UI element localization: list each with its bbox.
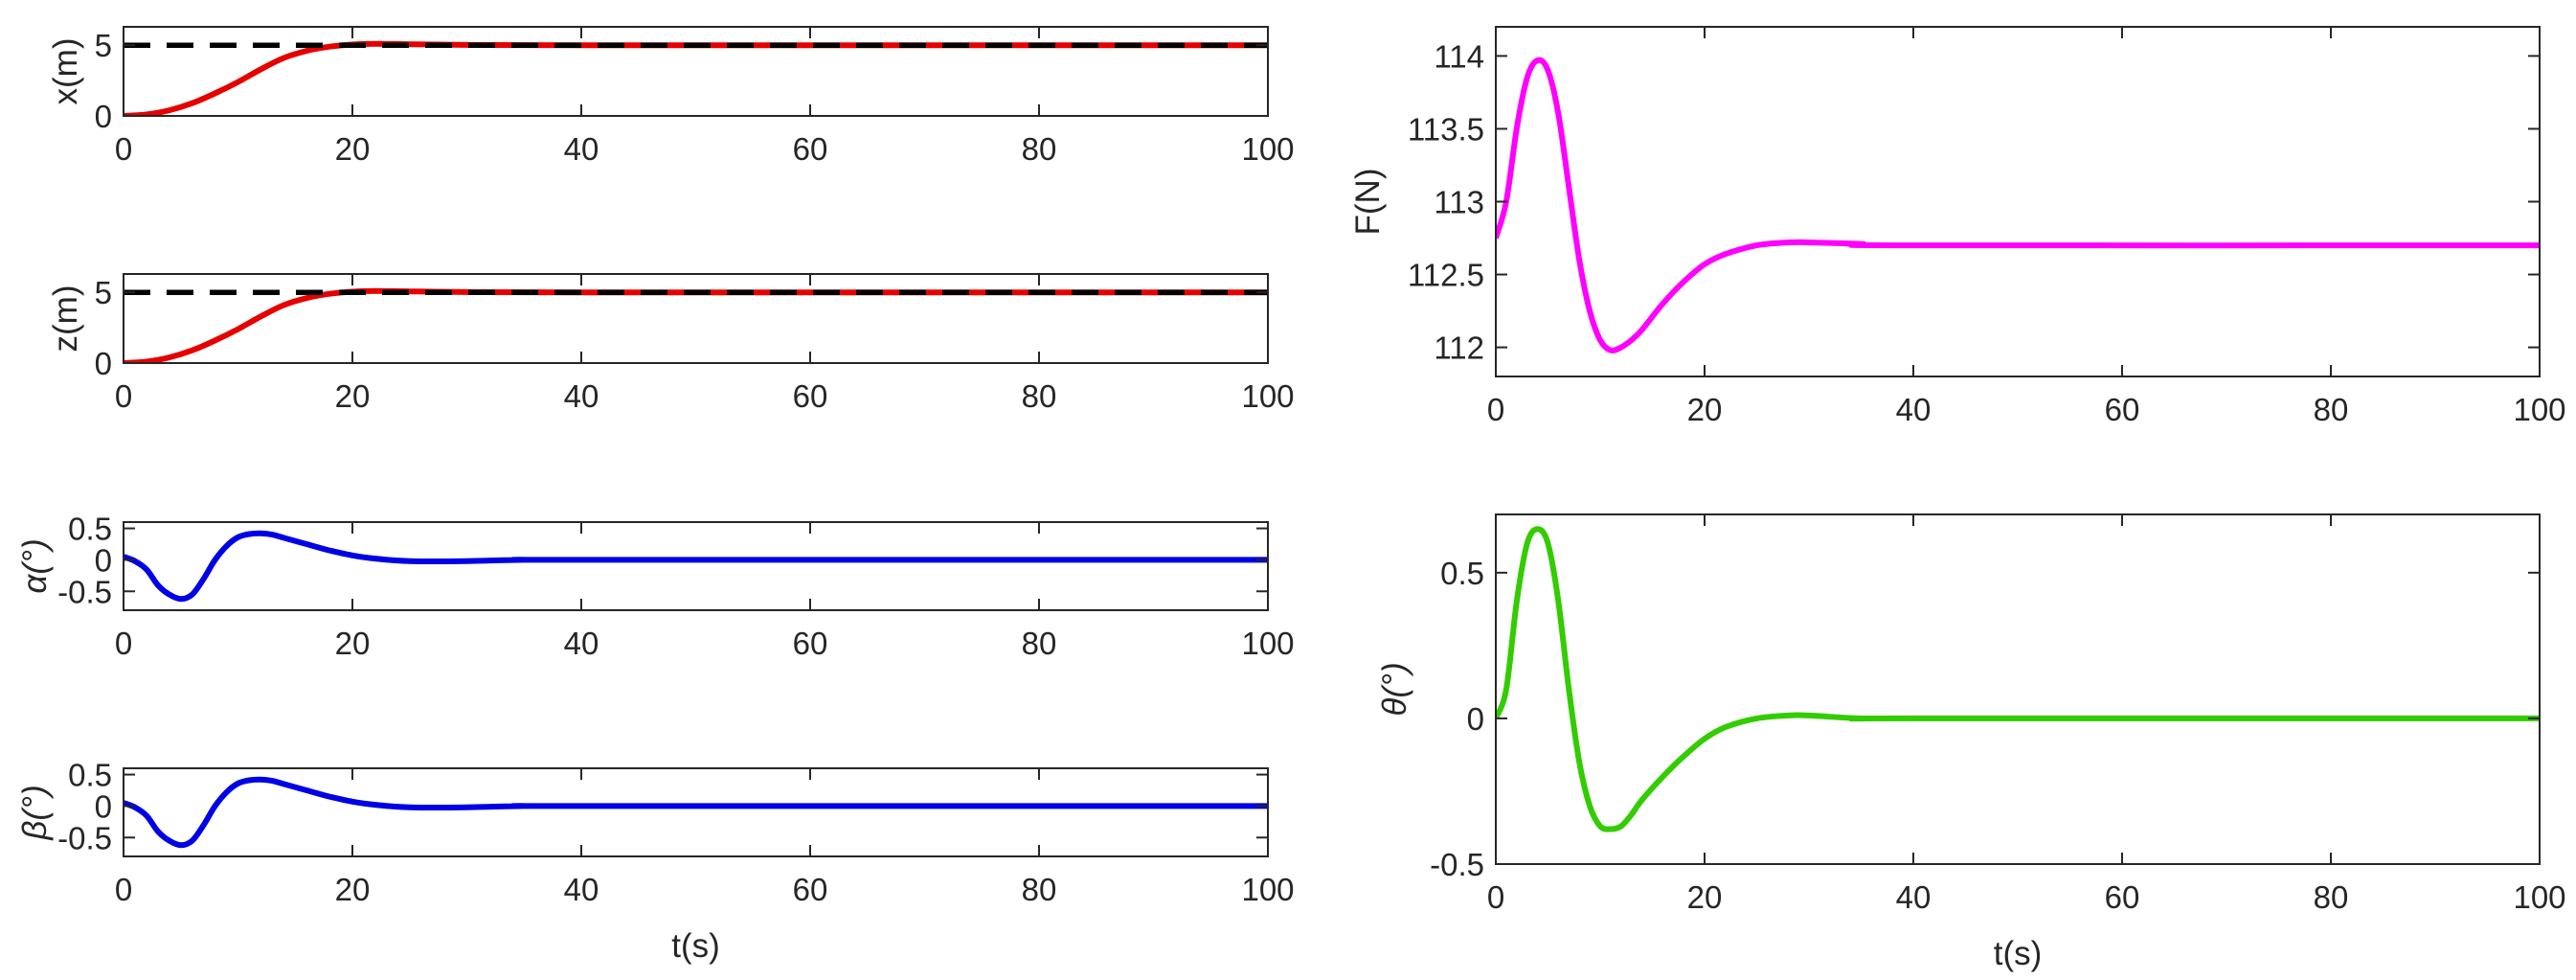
x-tick-label-theta: 0 <box>1487 879 1504 915</box>
x-tick-label-x: 80 <box>1022 131 1057 167</box>
y-tick-label-theta: 0 <box>1467 701 1484 737</box>
series-line-F-F <box>1496 57 2540 353</box>
series-line-theta-theta <box>1496 526 2540 832</box>
x-axis-label-theta: t(s) <box>1994 935 2043 972</box>
y-tick-label-x: 5 <box>95 28 112 63</box>
subplot-x: 0 20 40 60 80 100 0 5 x(m) <box>47 26 1295 167</box>
y-axis-label-F: F(N) <box>1349 169 1387 236</box>
y-axis-label-alpha: α(°) <box>16 538 54 593</box>
x-tick-label-x: 40 <box>564 131 599 167</box>
y-tick-label-F: 114 <box>1434 38 1484 74</box>
x-tick-label-theta: 60 <box>2105 879 2140 915</box>
y-tick-label-z: 5 <box>95 275 112 310</box>
x-tick-label-theta: 80 <box>2314 879 2349 915</box>
x-tick-label-alpha: 100 <box>1241 626 1294 661</box>
axes-box-theta <box>1495 513 2541 865</box>
x-tick-label-z: 100 <box>1241 378 1294 414</box>
subplot-F: 0 20 40 60 80 100 112 112.5 113 113.5 114 F(N) <box>1349 26 2566 427</box>
axes-box-z <box>123 273 1269 364</box>
x-tick-label-alpha: 20 <box>335 626 371 661</box>
subplots: 0 20 40 60 80 100 0 5 x(m) 0 20 40 60 80 100 0 5 z(m) 0 20 4… <box>16 26 2566 972</box>
y-tick-label-theta: -0.5 <box>1430 847 1484 882</box>
y-tick-label-alpha: 0.5 <box>68 512 112 547</box>
x-tick-label-beta: 0 <box>115 872 132 907</box>
x-tick-label-F: 0 <box>1487 392 1504 427</box>
axes-box-beta <box>123 767 1269 857</box>
x-tick-label-beta: 40 <box>564 872 599 907</box>
x-tick-label-z: 0 <box>115 378 132 414</box>
y-tick-label-beta: 0.5 <box>68 758 112 793</box>
x-tick-label-beta: 100 <box>1241 872 1294 907</box>
x-tick-label-z: 60 <box>793 378 828 414</box>
x-tick-label-beta: 60 <box>793 872 828 907</box>
y-tick-label-beta: -0.5 <box>57 820 112 855</box>
x-tick-label-alpha: 60 <box>793 626 828 661</box>
series-line-beta-beta <box>124 776 1268 849</box>
y-tick-label-x: 0 <box>95 99 112 134</box>
x-tick-label-x: 20 <box>335 131 371 167</box>
y-axis-label-beta: β(°) <box>16 785 54 840</box>
y-axis-label-z: z(m) <box>47 285 84 353</box>
y-tick-label-theta: 0.5 <box>1440 556 1484 591</box>
x-tick-label-z: 20 <box>335 378 371 414</box>
x-tick-label-x: 0 <box>115 131 132 167</box>
axes-box-x <box>123 26 1269 117</box>
y-axis-label-theta: θ(°) <box>1376 662 1413 716</box>
x-tick-label-z: 40 <box>564 378 599 414</box>
x-tick-label-beta: 20 <box>335 872 371 907</box>
y-tick-label-F: 113 <box>1434 185 1484 220</box>
x-tick-label-x: 60 <box>793 131 828 167</box>
x-tick-label-F: 40 <box>1896 392 1932 427</box>
x-tick-label-alpha: 80 <box>1022 626 1057 661</box>
x-tick-label-beta: 80 <box>1022 872 1057 907</box>
y-tick-label-F: 112.5 <box>1408 258 1484 293</box>
y-tick-label-alpha: -0.5 <box>57 574 112 609</box>
x-tick-label-theta: 40 <box>1896 879 1932 915</box>
subplot-z: 0 20 40 60 80 100 0 5 z(m) <box>47 273 1295 414</box>
y-axis-label-x: x(m) <box>47 38 84 105</box>
x-tick-label-F: 60 <box>2105 392 2140 427</box>
x-tick-label-F: 80 <box>2314 392 2349 427</box>
y-tick-label-F: 112 <box>1434 330 1484 366</box>
y-tick-label-beta: 0 <box>95 788 112 824</box>
y-tick-label-F: 113.5 <box>1408 111 1484 147</box>
x-tick-label-F: 20 <box>1687 392 1723 427</box>
y-tick-label-z: 0 <box>95 346 112 381</box>
x-axis-label-beta: t(s) <box>671 927 720 965</box>
x-tick-label-z: 80 <box>1022 378 1057 414</box>
y-tick-label-alpha: 0 <box>95 542 112 578</box>
x-tick-label-x: 100 <box>1241 131 1294 167</box>
axes-box-alpha <box>123 521 1269 611</box>
x-tick-label-theta: 100 <box>2513 879 2565 915</box>
x-tick-label-theta: 20 <box>1687 879 1723 915</box>
series-line-alpha-alpha <box>124 530 1268 603</box>
x-tick-label-alpha: 40 <box>564 626 599 661</box>
x-tick-label-alpha: 0 <box>115 626 132 661</box>
x-tick-label-F: 100 <box>2513 392 2565 427</box>
